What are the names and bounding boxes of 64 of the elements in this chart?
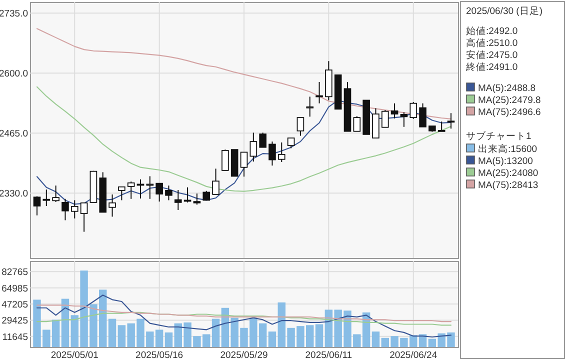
candlestick (287, 138, 295, 149)
candlestick (70, 200, 78, 219)
candlestick (165, 185, 172, 201)
candlestick (306, 96, 314, 118)
candlestick (62, 198, 69, 221)
legend-title: サブチャート1 (466, 130, 532, 142)
line-series (36, 304, 452, 322)
candlestick (174, 190, 182, 210)
legend-label: MA(75):28413 (478, 180, 538, 191)
legend-label: MA(75):2496.6 (478, 107, 541, 118)
legend-label: MA(25):2479.8 (478, 95, 541, 106)
text: 2025/06/30 (日足) (466, 6, 543, 17)
legend-label: 出来高:15600 (478, 143, 538, 155)
bar (372, 332, 380, 347)
candlestick (42, 189, 50, 206)
candlestick (278, 142, 286, 162)
x-tick-label: 2025/05/16 (136, 350, 184, 361)
candlestick (222, 149, 229, 171)
legend-label: MA(5):13200 (478, 156, 533, 167)
y-tick-label: 64985 (2, 283, 28, 294)
candlestick (438, 121, 446, 132)
bar (212, 318, 220, 347)
text: 終値:2491.0 (465, 61, 518, 73)
candlestick (33, 196, 41, 216)
legend-label: MA(5):2488.8 (478, 83, 536, 94)
candlestick (108, 194, 116, 218)
candlestick (212, 168, 220, 195)
candlestick (193, 193, 201, 206)
bar (315, 324, 324, 347)
x-tick-label: 2025/05/01 (50, 350, 98, 361)
candlestick (381, 110, 389, 128)
line-series (36, 294, 452, 338)
candlestick (296, 117, 304, 136)
candlestick (250, 132, 258, 162)
candlestick (390, 102, 398, 119)
legend-label: MA(25):24080 (478, 168, 538, 179)
y-tick-label: 82765 (2, 267, 28, 278)
candlestick (353, 116, 361, 132)
candlestick (410, 102, 418, 120)
bar (164, 332, 173, 347)
text: 安値:2475.0 (466, 49, 518, 61)
text: 始値:2492.0 (466, 25, 518, 37)
candlestick (118, 186, 126, 201)
candlestick (240, 152, 248, 178)
candlestick (127, 181, 135, 200)
text: 高値:2510.0 (466, 37, 518, 49)
bar (108, 318, 116, 347)
candlestick (400, 112, 408, 128)
x-tick-label: 2025/06/24 (390, 350, 438, 361)
bar (268, 332, 276, 347)
candlestick (268, 141, 276, 166)
candlestick (419, 102, 426, 128)
candlestick (447, 112, 455, 130)
candlestick (372, 108, 380, 138)
y-tick-label: 11645 (2, 332, 28, 343)
candlestick (202, 190, 210, 201)
candlestick (52, 185, 60, 202)
y-tick-label: 29425 (2, 316, 28, 327)
x-tick-label: 2025/05/29 (220, 350, 268, 361)
y-tick-label: 47205 (2, 300, 28, 311)
x-tick-label: 2025/06/11 (305, 350, 352, 361)
candlestick (156, 182, 163, 202)
candlestick (80, 202, 88, 232)
candlestick (259, 132, 266, 148)
